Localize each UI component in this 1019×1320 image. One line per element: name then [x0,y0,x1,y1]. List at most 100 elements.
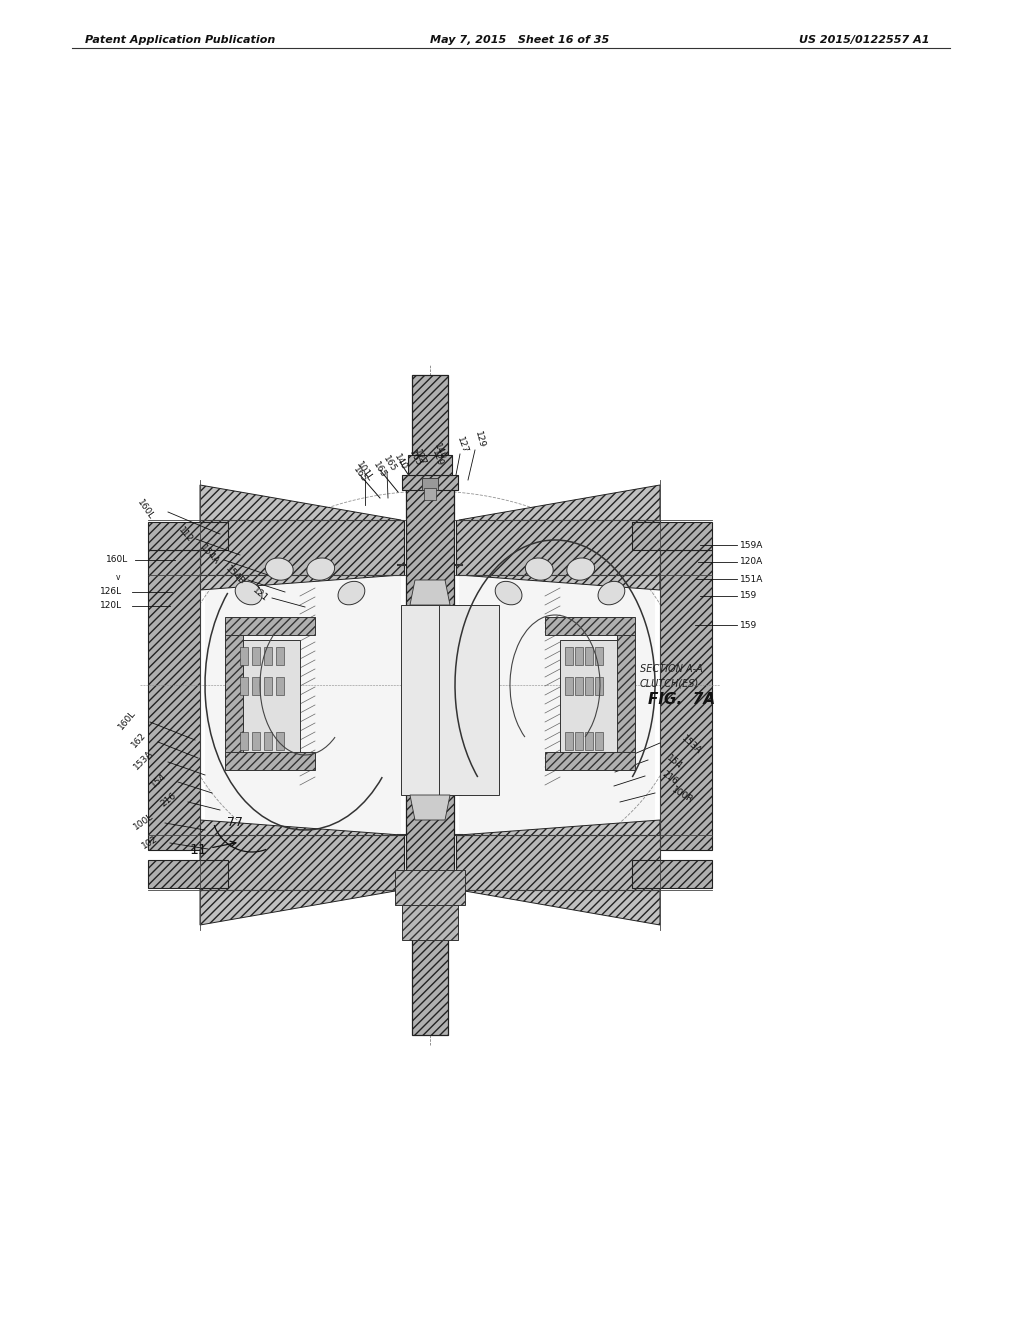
Text: v: v [115,573,120,582]
Bar [148,521,228,550]
Text: 100L: 100L [131,812,155,832]
Text: 153A: 153A [132,748,155,771]
Bar [225,635,243,766]
Bar [559,640,625,760]
Bar [252,677,260,696]
Text: FIG.  7A: FIG. 7A [647,692,714,708]
Text: 151A: 151A [739,574,762,583]
Text: 154B: 154B [223,564,247,586]
Text: 154: 154 [149,771,168,789]
Bar [438,605,498,795]
Bar [544,616,635,635]
Text: 102: 102 [141,834,160,850]
Text: 154A: 154A [199,544,221,566]
Bar [200,520,404,576]
Bar [412,375,447,484]
Polygon shape [459,484,659,590]
Polygon shape [200,484,400,590]
Text: 126L: 126L [100,587,122,597]
Bar [544,752,635,770]
Bar [575,733,583,750]
Bar [594,647,602,665]
Text: 154: 154 [664,754,684,771]
Ellipse shape [265,558,292,581]
Bar [264,677,272,696]
Bar [406,484,453,925]
Bar [422,478,437,490]
Text: CLUTCH(ES): CLUTCH(ES) [639,678,699,688]
Bar [632,521,711,550]
Bar [252,647,260,665]
Bar [148,550,200,850]
Text: 140: 140 [432,442,447,462]
Ellipse shape [597,581,625,605]
Text: US 2015/0122557 A1: US 2015/0122557 A1 [799,36,929,45]
Bar [585,647,592,665]
Text: 127: 127 [454,436,469,454]
Ellipse shape [567,558,594,581]
Bar [400,605,461,795]
Text: 101L: 101L [354,461,374,483]
Text: 165: 165 [407,449,423,467]
Bar [239,733,248,750]
Bar [394,870,465,906]
Ellipse shape [494,581,522,605]
Bar [276,733,283,750]
Text: 159: 159 [739,620,756,630]
Text: 159: 159 [739,591,756,601]
Bar [565,677,573,696]
Polygon shape [459,565,654,840]
Bar [616,635,635,766]
Bar [276,647,283,665]
Ellipse shape [307,558,334,581]
Bar [225,752,315,770]
Polygon shape [205,565,400,840]
Bar [401,475,458,490]
Text: 121: 121 [251,586,269,605]
Bar [276,677,283,696]
Text: May 7, 2015   Sheet 16 of 35: May 7, 2015 Sheet 16 of 35 [430,36,608,45]
Bar [234,640,300,760]
Text: 159A: 159A [739,540,762,549]
Bar [659,550,711,850]
Bar [264,647,272,665]
Text: Patent Application Publication: Patent Application Publication [85,36,275,45]
Bar [408,455,451,475]
Bar [565,733,573,750]
Ellipse shape [525,558,552,581]
Text: 127: 127 [412,449,427,467]
Text: 11: 11 [189,843,207,857]
Bar [148,861,228,888]
Text: 129: 129 [429,449,443,467]
Text: 216: 216 [159,791,178,809]
Text: 160L: 160L [117,709,138,731]
Bar [225,616,315,635]
Text: 165: 165 [371,461,388,479]
Polygon shape [410,795,449,820]
Text: 120A: 120A [739,557,762,566]
Bar [252,733,260,750]
Polygon shape [200,820,400,925]
Bar [401,906,458,940]
Ellipse shape [337,581,365,605]
Bar [200,836,404,890]
Text: 77: 77 [227,816,243,829]
Text: 162: 162 [129,731,148,750]
Bar [239,647,248,665]
Text: 216: 216 [659,770,679,787]
Polygon shape [410,579,449,605]
Text: SECTION A-A: SECTION A-A [639,664,702,675]
Bar [632,861,711,888]
Text: 100R: 100R [669,785,694,805]
Bar [455,520,659,576]
Bar [565,647,573,665]
Bar [264,733,272,750]
Text: 120L: 120L [100,602,122,610]
Bar [594,677,602,696]
Bar [594,733,602,750]
Text: 129: 129 [473,430,486,449]
Text: 140: 140 [391,453,408,471]
Bar [412,925,447,1035]
Polygon shape [459,820,659,925]
Text: 160L: 160L [106,556,127,565]
